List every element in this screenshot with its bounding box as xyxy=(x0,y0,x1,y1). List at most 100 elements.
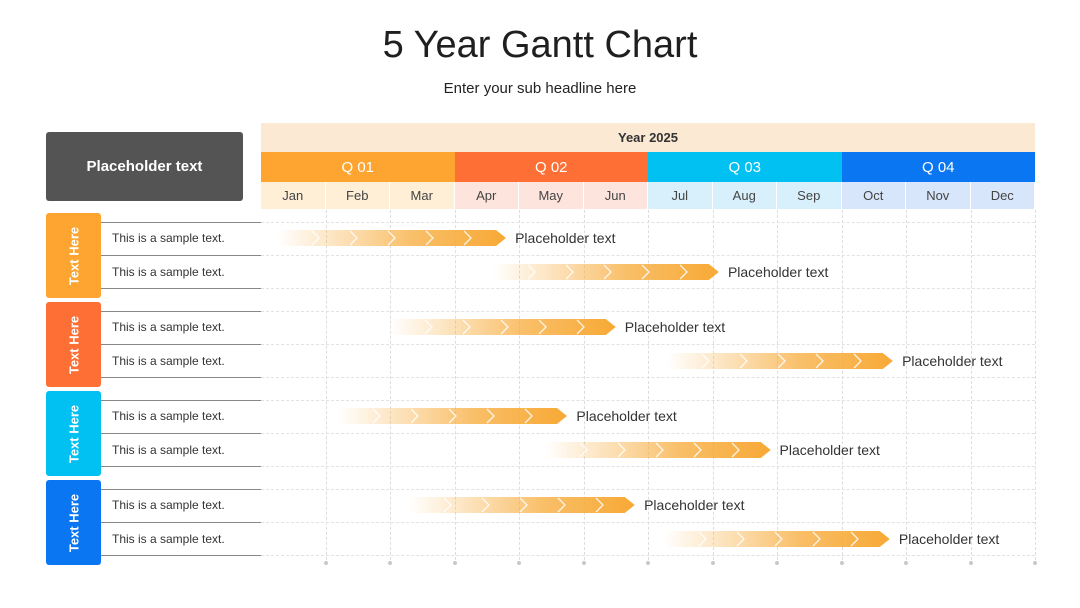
grid-line-vertical xyxy=(519,210,520,560)
grid-dot xyxy=(323,561,328,565)
grid-dot xyxy=(775,561,779,565)
grid-line-vertical xyxy=(970,210,972,560)
group-label-3: Text Here xyxy=(46,391,101,476)
chevron-marker xyxy=(655,442,664,457)
chevron-marker xyxy=(387,230,397,246)
gantt-bar-label: Placeholder text xyxy=(727,263,829,280)
gantt-bar-shape xyxy=(493,263,719,280)
chevron-marker xyxy=(777,353,787,368)
gantt-bar-shape xyxy=(664,530,890,547)
grid-line-vertical xyxy=(583,210,585,560)
gantt-bar xyxy=(544,441,771,458)
row-text: This is a sample text. xyxy=(112,264,225,279)
month-header-dec: Dec xyxy=(970,182,1035,209)
grid-line-vertical xyxy=(648,210,649,560)
month-header-jan: Jan xyxy=(261,182,326,209)
grid-dot xyxy=(517,561,521,565)
row-separator xyxy=(101,288,261,289)
month-header-nov: Nov xyxy=(906,182,971,209)
year-header: Year 2025 xyxy=(261,123,1035,152)
grid-dot xyxy=(904,561,908,565)
gantt-bar-label: Placeholder text xyxy=(898,530,1000,547)
row-separator xyxy=(101,377,261,378)
gantt-bar-shape xyxy=(667,352,894,369)
grid-line-horizontal xyxy=(261,466,1035,467)
chevron-marker xyxy=(443,497,453,513)
chevron-marker xyxy=(462,319,471,335)
group-label-text: Text Here xyxy=(66,493,81,552)
gantt-bar-label: Placeholder text xyxy=(576,408,677,424)
gantt-bar xyxy=(409,497,636,513)
month-header-feb: Feb xyxy=(325,182,390,209)
grid-line-horizontal xyxy=(261,311,1035,312)
month-header-mar: Mar xyxy=(390,182,455,209)
gantt-bar-label: Placeholder text xyxy=(779,441,880,458)
row-text: This is a sample text. xyxy=(112,320,225,334)
gantt-bar-shape xyxy=(277,230,507,246)
chevron-marker xyxy=(576,319,585,335)
chevron-marker xyxy=(774,531,784,546)
chevron-marker xyxy=(595,497,605,513)
grid-line-horizontal xyxy=(261,400,1035,401)
grid-dot xyxy=(710,561,715,565)
row-separator xyxy=(101,400,261,401)
chevron-marker xyxy=(410,408,420,424)
chevron-marker xyxy=(603,264,613,279)
chevron-marker xyxy=(693,442,702,457)
grid-line-horizontal xyxy=(261,522,1035,523)
placeholder-header-box: Placeholder text xyxy=(46,132,243,201)
placeholder-header-label: Placeholder text xyxy=(86,158,203,175)
grid-dot xyxy=(388,561,392,565)
group-label-4: Text Here xyxy=(46,480,101,565)
chevron-marker xyxy=(527,264,537,279)
chevron-marker xyxy=(311,230,321,246)
gantt-bar-shape xyxy=(544,441,771,458)
chevron-marker xyxy=(565,264,575,279)
quarter-header-2: Q 02 xyxy=(454,152,648,182)
grid-dot xyxy=(968,561,973,565)
gantt-bar-label: Placeholder text xyxy=(644,497,745,513)
grid-line-vertical xyxy=(777,210,778,560)
chevron-marker xyxy=(519,497,529,513)
quarter-header-1: Q 01 xyxy=(261,152,455,182)
row-separator xyxy=(101,466,261,467)
grid-dot xyxy=(452,561,457,565)
row-separator xyxy=(101,555,261,556)
grid-line-horizontal xyxy=(261,255,1035,256)
grid-line-horizontal xyxy=(261,288,1035,289)
chevron-marker xyxy=(372,408,382,424)
row-separator xyxy=(101,522,261,523)
chevron-marker xyxy=(731,442,740,457)
month-header-oct: Oct xyxy=(841,182,906,209)
chevron-marker xyxy=(481,497,491,513)
gantt-bar xyxy=(664,530,890,547)
row-separator xyxy=(101,344,261,345)
grid-dot xyxy=(581,561,586,565)
gantt-bar-shape xyxy=(390,319,616,335)
row-text: This is a sample text. xyxy=(112,231,225,245)
quarter-header-3: Q 03 xyxy=(648,152,842,182)
grid-line-horizontal xyxy=(261,433,1035,434)
grid-line-horizontal xyxy=(261,222,1035,223)
month-header-apr: Apr xyxy=(454,182,519,209)
chevron-marker xyxy=(736,531,746,546)
page-title: 5 Year Gantt Chart xyxy=(382,24,698,66)
gantt-bar xyxy=(667,352,894,369)
gantt-bar xyxy=(277,230,507,246)
chevron-marker xyxy=(679,264,689,279)
row-separator xyxy=(101,255,261,256)
chevron-marker xyxy=(424,319,433,335)
grid-line-vertical xyxy=(1035,210,1036,560)
chevron-marker xyxy=(579,442,588,457)
grid-dot xyxy=(1033,561,1037,565)
grid-line-vertical xyxy=(325,210,327,560)
month-header-jun: Jun xyxy=(583,182,648,209)
chevron-marker xyxy=(815,353,825,368)
month-header-jul: Jul xyxy=(648,182,713,209)
row-separator xyxy=(101,489,261,490)
gantt-bar-shape xyxy=(409,497,636,513)
chevron-marker xyxy=(853,353,863,368)
row-text: This is a sample text. xyxy=(112,353,225,368)
chevron-marker xyxy=(557,497,567,513)
gantt-bar xyxy=(338,408,568,424)
